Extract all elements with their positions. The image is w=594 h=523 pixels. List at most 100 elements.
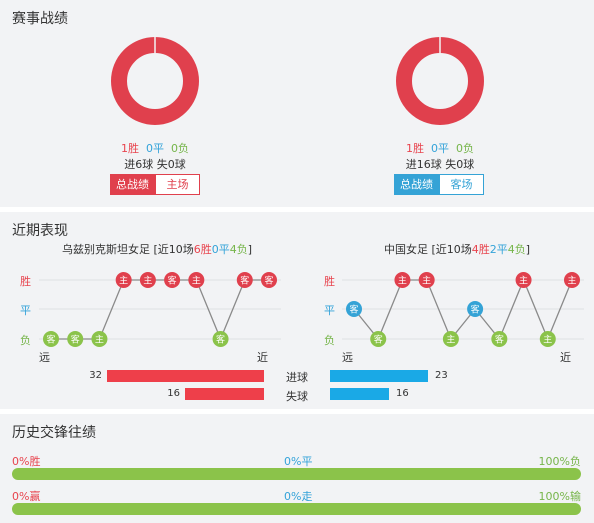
right-game-venue-label: 主 bbox=[519, 275, 528, 287]
right-team-caption: 中国女足 [近10场4胜2平4负] bbox=[384, 241, 530, 257]
left-game-venue-label: 主 bbox=[192, 275, 201, 287]
right-game-marker[interactable] bbox=[370, 331, 387, 347]
left-axis-loss: 负 bbox=[20, 334, 31, 347]
left-game-marker[interactable] bbox=[236, 272, 253, 288]
left-game-venue-label: 客 bbox=[71, 334, 80, 346]
left-game-marker[interactable] bbox=[188, 272, 205, 288]
left-form-line bbox=[51, 279, 269, 341]
scored-label: 进球 bbox=[286, 371, 308, 384]
right-axis-loss: 负 bbox=[324, 334, 335, 347]
right-game-venue-label: 客 bbox=[471, 304, 480, 316]
left-form-chart: 客客主主主客主客客客 bbox=[39, 272, 281, 347]
left-axis-draw: 平 bbox=[20, 304, 31, 317]
left-team-wins: 6胜 bbox=[193, 243, 212, 256]
right-record-donut bbox=[396, 37, 484, 125]
left-game-venue-label: 客 bbox=[168, 275, 177, 287]
left-tab-home[interactable]: 主场 bbox=[155, 174, 200, 195]
recent-title: 近期表现 bbox=[12, 223, 68, 239]
left-game-venue-label: 主 bbox=[143, 275, 152, 287]
left-game-marker[interactable] bbox=[115, 272, 132, 288]
left-game-venue-label: 客 bbox=[264, 275, 273, 287]
right-game-venue-label: 客 bbox=[495, 334, 504, 346]
left-axis-win: 胜 bbox=[20, 275, 31, 288]
left-game-marker[interactable] bbox=[67, 331, 84, 347]
left-draw-count: 0平 bbox=[146, 142, 164, 155]
right-game-marker[interactable] bbox=[515, 272, 532, 288]
left-conceded-value: 16 bbox=[167, 388, 180, 399]
left-record-donut bbox=[111, 37, 199, 125]
right-axis-draw: 平 bbox=[324, 304, 335, 317]
left-scored-bar bbox=[107, 370, 264, 382]
right-win-count: 1胜 bbox=[406, 142, 424, 155]
right-draw-count: 0平 bbox=[431, 142, 449, 155]
record-title: 赛事战绩 bbox=[12, 11, 68, 27]
right-team-draws: 2平 bbox=[489, 243, 508, 256]
left-game-venue-label: 客 bbox=[216, 334, 225, 346]
left-near-label: 近 bbox=[257, 351, 268, 364]
right-form-line bbox=[353, 278, 573, 341]
right-team-losses: 4负 bbox=[507, 243, 526, 256]
left-goals-line: 进6球 失0球 bbox=[124, 158, 186, 171]
history-result-bar bbox=[12, 468, 581, 480]
right-team-wins: 4胜 bbox=[471, 243, 490, 256]
right-game-venue-label: 主 bbox=[567, 275, 576, 287]
left-game-marker[interactable] bbox=[139, 272, 156, 288]
left-game-venue-label: 客 bbox=[46, 334, 55, 346]
right-game-marker[interactable] bbox=[394, 272, 411, 288]
left-game-venue-label: 客 bbox=[240, 275, 249, 287]
left-team-losses: 4负 bbox=[229, 243, 248, 256]
right-goals-line: 进16球 失0球 bbox=[405, 158, 475, 171]
history-handicap-win-pct: 0%赢 bbox=[12, 490, 41, 503]
right-game-marker[interactable] bbox=[564, 272, 580, 288]
left-conceded-bar bbox=[185, 388, 264, 400]
right-axis-win: 胜 bbox=[324, 275, 335, 288]
history-handicap-bar bbox=[12, 503, 581, 515]
right-conceded-bar bbox=[330, 388, 389, 400]
right-team-prefix: 中国女足 [近10场 bbox=[384, 243, 472, 256]
left-team-caption: 乌兹别克斯坦女足 [近10场6胜0平4负] bbox=[62, 241, 252, 257]
right-team-suffix: ] bbox=[525, 243, 531, 256]
right-loss-count: 0负 bbox=[456, 142, 474, 155]
right-game-venue-label: 客 bbox=[374, 334, 383, 346]
right-scored-bar bbox=[330, 370, 428, 382]
right-far-label: 远 bbox=[342, 351, 353, 364]
left-record-tabs: 总战绩 主场 bbox=[110, 174, 200, 195]
right-tab-total[interactable]: 总战绩 bbox=[394, 174, 439, 195]
right-game-marker[interactable] bbox=[539, 331, 556, 347]
left-scored-value: 32 bbox=[89, 370, 102, 381]
right-record-summary: 1胜 0平 0负 bbox=[320, 140, 560, 156]
history-draw-pct: 0%平 bbox=[284, 455, 313, 468]
left-team-suffix: ] bbox=[247, 243, 253, 256]
left-game-marker[interactable] bbox=[261, 272, 277, 288]
right-game-marker[interactable] bbox=[467, 301, 484, 317]
recent-panel: 近期表现 bbox=[0, 212, 594, 409]
left-team-prefix: 乌兹别克斯坦女足 [近10场 bbox=[62, 243, 194, 256]
right-tab-away[interactable]: 客场 bbox=[439, 174, 484, 195]
left-game-venue-label: 主 bbox=[119, 275, 128, 287]
right-game-venue-label: 主 bbox=[446, 334, 455, 346]
right-game-marker[interactable] bbox=[346, 301, 362, 317]
left-game-marker[interactable] bbox=[164, 272, 181, 288]
left-tab-total[interactable]: 总战绩 bbox=[110, 174, 155, 195]
right-game-marker[interactable] bbox=[418, 272, 435, 288]
right-game-marker[interactable] bbox=[491, 331, 508, 347]
left-record-summary: 1胜 0平 0负 bbox=[35, 140, 275, 156]
right-game-venue-label: 主 bbox=[543, 334, 552, 346]
history-title: 历史交锋往绩 bbox=[12, 425, 96, 441]
record-panel: 赛事战绩 1胜 0平 0负 进6球 失0球 1胜 0平 0负 进16球 失0球 … bbox=[0, 0, 594, 207]
left-win-count: 1胜 bbox=[121, 142, 139, 155]
left-game-marker[interactable] bbox=[43, 331, 59, 347]
left-game-marker[interactable] bbox=[212, 331, 229, 347]
left-team-draws: 0平 bbox=[211, 243, 230, 256]
conceded-label: 失球 bbox=[286, 390, 308, 403]
right-game-venue-label: 客 bbox=[349, 304, 358, 316]
right-game-marker[interactable] bbox=[442, 331, 459, 347]
right-near-label: 近 bbox=[560, 351, 571, 364]
history-win-pct: 0%胜 bbox=[12, 455, 41, 468]
right-record-tabs: 总战绩 客场 bbox=[394, 174, 484, 195]
right-scored-value: 23 bbox=[435, 370, 448, 381]
left-game-venue-label: 主 bbox=[95, 334, 104, 346]
left-game-marker[interactable] bbox=[91, 331, 108, 347]
right-game-venue-label: 主 bbox=[422, 275, 431, 287]
